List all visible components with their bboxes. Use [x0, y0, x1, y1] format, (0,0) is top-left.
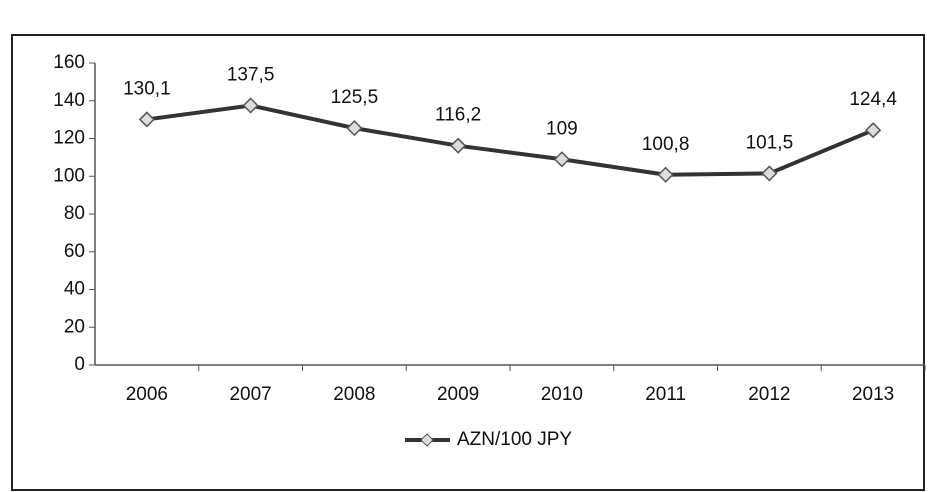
y-tick-label: 140	[53, 90, 85, 111]
x-tick-label: 2012	[748, 384, 790, 405]
x-tick-label: 2006	[126, 384, 168, 405]
point-marker	[450, 137, 467, 154]
data-label: 125,5	[331, 87, 379, 108]
point-marker	[761, 165, 778, 182]
series-line	[146, 103, 874, 177]
point-marker	[242, 97, 259, 114]
data-label: 100,8	[642, 134, 690, 155]
y-tick-label: 20	[64, 316, 85, 337]
y-tick-label: 120	[53, 128, 85, 149]
data-label: 130,1	[123, 78, 171, 99]
point-marker	[553, 151, 570, 168]
data-label: 101,5	[746, 132, 794, 153]
x-tick-label: 2013	[852, 384, 894, 405]
y-tick-label: 100	[53, 165, 85, 186]
x-tick-label: 2008	[333, 384, 375, 405]
y-tick-label: 0	[74, 354, 85, 375]
x-tick-label: 2010	[541, 384, 583, 405]
point-marker	[865, 122, 882, 139]
y-tick-label: 160	[53, 52, 85, 73]
data-label: 137,5	[227, 64, 275, 85]
chart-frame	[11, 34, 925, 491]
y-tick-label: 80	[64, 203, 85, 224]
x-tick-label: 2007	[229, 384, 271, 405]
x-tick-label: 2011	[645, 384, 686, 405]
legend-marker	[420, 433, 434, 447]
data-label: 109	[546, 118, 578, 139]
y-tick-label: 40	[64, 279, 85, 300]
point-marker	[138, 111, 155, 128]
data-label: 116,2	[435, 105, 481, 126]
data-label: 124,4	[849, 89, 897, 110]
y-tick-label: 60	[64, 241, 85, 262]
legend-label: AZN/100 JPY	[457, 429, 572, 450]
point-marker	[346, 120, 363, 137]
point-marker	[657, 166, 674, 183]
x-tick-label: 2009	[437, 384, 479, 405]
